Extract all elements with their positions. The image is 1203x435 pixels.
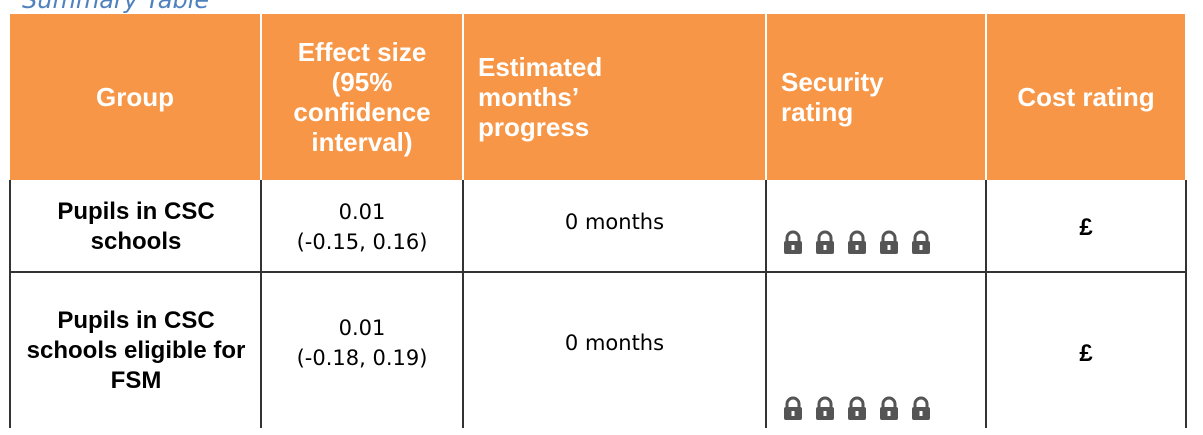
header-row <box>10 14 1185 180</box>
row-border <box>9 271 1187 273</box>
confidence-interval: (-0.18, 0.19) <box>296 346 428 370</box>
header-cell: Security rating <box>781 67 884 127</box>
header-divider <box>462 14 464 180</box>
title: Summary Table <box>22 0 210 14</box>
cell-border <box>765 180 767 428</box>
cost-cell: £ <box>1079 340 1093 367</box>
cell-border <box>1185 180 1187 428</box>
header-divider <box>260 14 262 180</box>
months-cell: 0 months <box>564 210 665 234</box>
header-divider <box>985 14 987 180</box>
security-locks <box>783 396 932 422</box>
effect-size: 0.01 <box>338 199 386 224</box>
group-cell: Pupils in CSC schools <box>57 197 215 255</box>
cell-border <box>985 180 987 428</box>
cell-border <box>462 180 464 428</box>
group-cell: Pupils in CSC schools eligible for FSM <box>26 306 246 394</box>
confidence-interval: (-0.15, 0.16) <box>296 229 428 254</box>
header-cell: Effect size (95% confidence interval) <box>293 37 431 157</box>
header-divider <box>765 14 767 180</box>
header-cell: Group <box>96 82 174 112</box>
cell-border <box>260 180 262 428</box>
cell-border <box>9 180 11 428</box>
cost-cell: £ <box>1079 214 1093 241</box>
header-cell: Estimated months’ progress <box>478 52 603 142</box>
effect-cell: 0.01 (-0.18, 0.19) <box>262 273 462 413</box>
effect-cell: 0.01 (-0.15, 0.16) <box>262 182 462 271</box>
security-locks <box>783 230 932 256</box>
header-cell: Cost rating <box>1017 82 1155 112</box>
months-cell: 0 months <box>564 331 665 355</box>
effect-size: 0.01 <box>338 316 386 340</box>
